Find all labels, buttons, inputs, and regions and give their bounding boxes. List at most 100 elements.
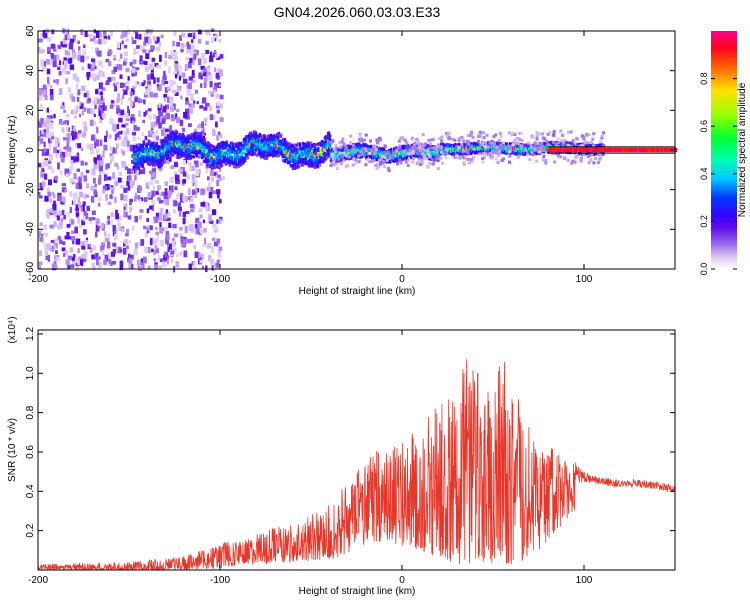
heatmap-cell [404, 145, 408, 148]
heatmap-cell [76, 136, 80, 140]
heatmap-cell [528, 147, 531, 151]
heatmap-cell [266, 136, 270, 140]
heatmap-cell [190, 103, 195, 108]
heatmap-cell [69, 64, 75, 70]
heatmap-cell [188, 106, 193, 114]
heatmap-cell [265, 145, 269, 149]
heatmap-cell [133, 162, 136, 166]
heatmap-cell [520, 150, 523, 154]
heatmap-cell [214, 225, 218, 230]
heatmap-cell [51, 136, 55, 140]
heatmap-cell [245, 141, 249, 145]
heatmap-cell [134, 174, 137, 181]
heatmap-cell [286, 149, 290, 152]
heatmap-cell [63, 121, 67, 124]
heatmap-cell [430, 150, 434, 154]
heatmap-cell [65, 51, 70, 55]
heatmap-cell [61, 209, 65, 216]
heatmap-cell [63, 64, 68, 69]
heatmap-cell [164, 80, 169, 84]
heatmap-cell [81, 254, 85, 258]
heatmap-cell [48, 179, 52, 186]
heatmap-cell [123, 61, 127, 65]
heatmap-cell [282, 142, 286, 146]
heatmap-cell [276, 136, 280, 140]
heatmap-cell [389, 156, 393, 160]
heatmap-cell [132, 39, 137, 44]
heatmap-cell [214, 54, 219, 59]
heatmap-cell [51, 29, 54, 35]
heatmap-cell [161, 145, 165, 149]
heatmap-cell [239, 141, 243, 145]
heatmap-cell [154, 39, 159, 44]
heatmap-cell [86, 143, 90, 149]
heatmap-cell [194, 147, 198, 151]
heatmap-cell [169, 185, 174, 192]
heatmap-cell [172, 209, 176, 214]
heatmap-cell [134, 51, 139, 55]
heatmap-cell [50, 94, 54, 101]
heatmap-cell [133, 30, 138, 34]
heatmap-cell [83, 93, 87, 98]
heatmap-cell [71, 131, 75, 136]
heatmap-cell [72, 52, 77, 60]
heatmap-cell [421, 152, 425, 156]
heatmap-cell [164, 251, 168, 258]
heatmap-cell [68, 42, 74, 50]
heatmap-cell [205, 106, 208, 110]
heatmap-cell [311, 155, 315, 159]
heatmap-cell [544, 159, 548, 163]
heatmap-cell [123, 89, 128, 95]
heatmap-cell [164, 131, 168, 137]
heatmap-cell [307, 147, 311, 151]
heatmap-cell [336, 150, 340, 154]
heatmap-cell [69, 165, 74, 171]
heatmap-cell [122, 203, 127, 207]
heatmap-cell [153, 77, 156, 84]
heatmap-cell [97, 196, 102, 201]
heatmap-cell [131, 36, 134, 41]
heatmap-cell [200, 83, 203, 88]
heatmap-cell [97, 178, 102, 185]
heatmap-cell [199, 162, 204, 166]
heatmap-cell [101, 222, 105, 229]
heatmap-cell [65, 126, 69, 132]
heatmap-cell [119, 260, 124, 268]
heatmap-cell [53, 54, 57, 62]
heatmap-cell [170, 117, 176, 122]
heatmap-cell [41, 149, 45, 157]
heatmap-cell [102, 113, 107, 119]
heatmap-cell [160, 34, 164, 39]
heatmap-cell [215, 93, 220, 99]
heatmap-cell [53, 113, 56, 119]
heatmap-cell [309, 146, 313, 150]
heatmap-cell [334, 146, 338, 150]
heatmap-cell [284, 140, 288, 144]
heatmap-cell [81, 85, 86, 92]
heatmap-noise-region [38, 28, 225, 273]
heatmap-cell [156, 47, 160, 52]
heatmap-cell [173, 136, 177, 140]
heatmap-cell [128, 240, 131, 244]
heatmap-cell [201, 97, 207, 104]
heatmap-cell [191, 44, 195, 52]
heatmap-cell [175, 63, 178, 69]
heatmap-cell [382, 147, 386, 151]
heatmap-cell [153, 258, 156, 262]
heatmap-cell [70, 230, 75, 234]
heatmap-cell [328, 139, 332, 143]
heatmap-cell [170, 50, 175, 56]
heatmap-cell [46, 107, 49, 113]
heatmap-cell [181, 132, 185, 136]
heatmap-cell [130, 168, 134, 175]
heatmap-cell [150, 67, 154, 73]
heatmap-cell [435, 151, 439, 155]
heatmap-cell [174, 68, 179, 73]
heatmap-cell [182, 140, 186, 144]
heatmap-cell [597, 161, 601, 165]
heatmap-cell [273, 141, 277, 145]
heatmap-cell [101, 189, 106, 194]
heatmap-cell [139, 55, 143, 62]
heatmap-cell [185, 57, 190, 61]
heatmap-cell [361, 142, 365, 146]
